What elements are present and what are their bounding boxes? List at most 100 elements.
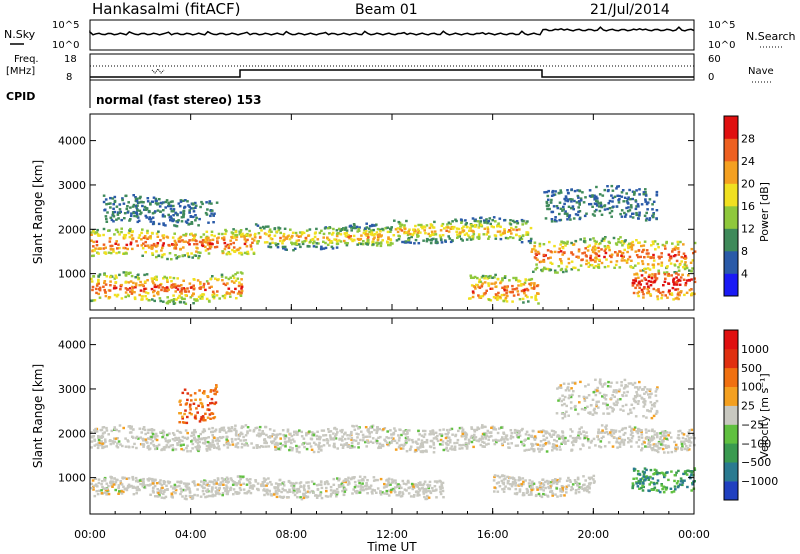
scatter-cell bbox=[243, 242, 247, 246]
scatter-cell bbox=[134, 204, 138, 208]
scatter-cell bbox=[283, 227, 287, 230]
scatter-cell bbox=[587, 265, 591, 268]
scatter-cell bbox=[111, 440, 114, 443]
scatter-cell bbox=[591, 258, 595, 262]
scatter-cell bbox=[180, 292, 183, 295]
scatter-cell bbox=[192, 292, 195, 296]
scatter-cell bbox=[93, 299, 97, 302]
scatter-cell bbox=[420, 439, 424, 442]
scatter-cell bbox=[583, 240, 586, 243]
scatter-cell bbox=[610, 428, 613, 432]
scatter-cell bbox=[684, 261, 687, 264]
scatter-cell bbox=[675, 482, 679, 485]
scatter-cell bbox=[400, 443, 403, 447]
scatter-cell bbox=[371, 241, 374, 244]
scatter-cell bbox=[90, 440, 94, 443]
scatter-cell bbox=[249, 484, 253, 488]
scatter-cell bbox=[224, 283, 228, 287]
scatter-cell bbox=[561, 253, 564, 256]
scatter-cell bbox=[550, 198, 553, 202]
scatter-cell bbox=[405, 231, 408, 234]
scatter-cell bbox=[186, 444, 189, 447]
scatter-cell bbox=[227, 292, 231, 295]
scatter-cell bbox=[522, 482, 525, 486]
scatter-cell bbox=[489, 431, 493, 434]
scatter-cell bbox=[195, 407, 198, 410]
scatter-cell bbox=[518, 488, 522, 491]
scatter-cell bbox=[690, 270, 693, 273]
scatter-cell bbox=[188, 205, 191, 208]
scatter-cell bbox=[566, 214, 569, 218]
scatter-cell bbox=[559, 250, 563, 253]
scatter-cell bbox=[389, 483, 392, 486]
scatter-cell bbox=[619, 236, 622, 239]
scatter-cell bbox=[378, 233, 381, 236]
scatter-cell bbox=[632, 279, 635, 282]
scatter-cell bbox=[537, 252, 541, 255]
scatter-cell bbox=[339, 233, 343, 236]
scatter-cell bbox=[171, 432, 175, 435]
scatter-cell bbox=[446, 433, 449, 436]
scatter-cell bbox=[180, 447, 183, 451]
scatter-cell bbox=[357, 427, 360, 430]
scatter-cell bbox=[339, 240, 343, 243]
scatter-cell bbox=[194, 414, 197, 417]
scatter-cell bbox=[231, 274, 235, 277]
scatter-cell bbox=[232, 493, 235, 496]
scatter-cell bbox=[185, 402, 189, 405]
scatter-cell bbox=[553, 269, 557, 272]
scatter-cell bbox=[165, 286, 169, 289]
scatter-cell bbox=[351, 492, 354, 495]
scatter-cell bbox=[491, 219, 494, 222]
scatter-cell bbox=[684, 257, 687, 260]
scatter-cell bbox=[509, 437, 513, 440]
scatter-cell bbox=[319, 483, 323, 486]
scatter-cell bbox=[647, 436, 651, 439]
scatter-cell bbox=[128, 485, 131, 488]
scatter-cell bbox=[314, 494, 318, 497]
scatter-cell bbox=[157, 254, 160, 258]
scatter-cell bbox=[377, 436, 380, 439]
scatter-cell bbox=[477, 226, 481, 229]
scatter-cell bbox=[637, 294, 640, 298]
scatter-cell bbox=[558, 480, 561, 483]
scatter-cell bbox=[97, 444, 100, 447]
scatter-cell bbox=[690, 288, 693, 291]
scatter-cell bbox=[639, 269, 642, 272]
scatter-cell bbox=[335, 488, 339, 491]
scatter-cell bbox=[389, 227, 392, 230]
scatter-cell bbox=[300, 430, 303, 434]
scatter-cell bbox=[496, 431, 500, 435]
scatter-cell bbox=[635, 205, 638, 208]
scatter-cell bbox=[520, 440, 523, 444]
scatter-cell bbox=[269, 493, 273, 496]
scatter-cell bbox=[164, 437, 167, 440]
scatter-cell bbox=[546, 267, 550, 271]
scatter-cell bbox=[213, 212, 216, 215]
scatter-cell bbox=[191, 495, 194, 498]
scatter-cell bbox=[153, 436, 157, 439]
scatter-cell bbox=[234, 445, 238, 448]
scatter-cell bbox=[148, 299, 151, 302]
scatter-cell bbox=[100, 483, 103, 486]
scatter-cell bbox=[659, 435, 663, 439]
scatter-cell bbox=[620, 240, 624, 243]
scatter-cell bbox=[210, 412, 213, 415]
scatter-cell bbox=[439, 492, 443, 496]
scatter-cell bbox=[489, 299, 493, 302]
scatter-cell bbox=[135, 199, 139, 202]
scatter-cell bbox=[672, 283, 676, 286]
scatter-cell bbox=[331, 233, 334, 236]
scatter-cell bbox=[393, 489, 396, 492]
scatter-cell bbox=[365, 445, 368, 448]
scatter-cell bbox=[651, 477, 655, 480]
scatter-cell bbox=[418, 489, 422, 492]
scatter-cell bbox=[288, 238, 292, 241]
scatter-cell bbox=[164, 495, 168, 499]
scatter-cell bbox=[521, 220, 524, 223]
scatter-cell bbox=[196, 483, 200, 486]
scatter-cell bbox=[132, 281, 135, 285]
scatter-cell bbox=[640, 274, 644, 277]
scatter-cell bbox=[118, 490, 121, 493]
scatter-cell bbox=[655, 289, 658, 292]
